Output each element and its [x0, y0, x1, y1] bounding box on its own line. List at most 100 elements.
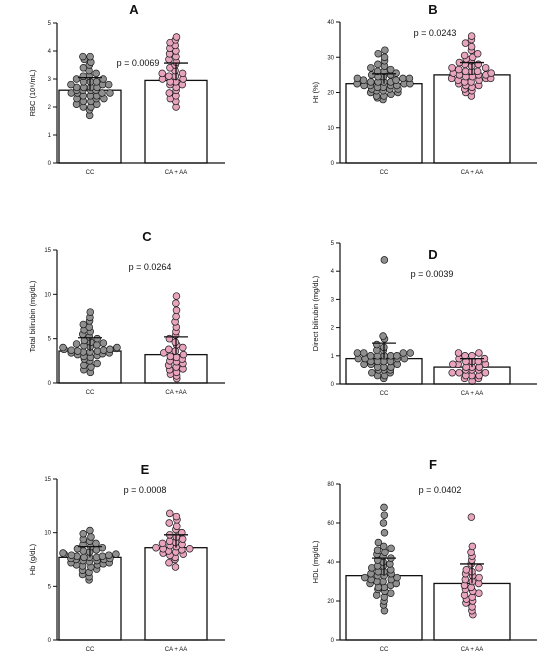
- data-point: [462, 566, 471, 574]
- y-tick-label: 60: [327, 521, 334, 527]
- data-point: [106, 345, 114, 354]
- data-point: [373, 340, 381, 349]
- x-tick-label: CA +AA: [165, 390, 186, 396]
- data-point: [87, 533, 95, 541]
- data-point: [79, 52, 87, 61]
- data-point: [467, 513, 476, 521]
- data-point: [455, 368, 463, 377]
- data-point: [72, 75, 81, 83]
- data-point: [179, 343, 187, 352]
- data-point: [448, 368, 456, 377]
- x-tick-label: CA + AA: [461, 647, 484, 653]
- data-point: [113, 343, 121, 352]
- data-point: [461, 39, 470, 47]
- data-point: [166, 352, 175, 361]
- data-point: [92, 78, 101, 86]
- data-point: [172, 33, 181, 41]
- data-point: [481, 64, 490, 72]
- y-axis-label: Direct bilirubin (mg/dL): [311, 275, 320, 351]
- data-point: [93, 334, 101, 343]
- panel-a: A 0 1 2 3 4 5 CC CA + AA RBC (10⁶/mL) p = 0.0069: [28, 2, 225, 176]
- y-tick-label: 5: [48, 337, 52, 343]
- data-point: [105, 551, 113, 559]
- data-point: [481, 368, 490, 377]
- data-point: [380, 53, 389, 61]
- y-axis-label: HDL (mg/dL): [311, 540, 320, 583]
- y-tick-label: 0: [48, 638, 52, 644]
- panel-letter: A: [129, 2, 139, 17]
- data-point: [152, 543, 160, 552]
- data-point: [460, 51, 469, 60]
- data-point: [172, 353, 181, 362]
- y-tick-label: 5: [48, 584, 52, 590]
- x-tick-label: CC: [380, 647, 389, 653]
- data-point: [380, 256, 389, 264]
- data-point: [468, 53, 477, 61]
- data-point: [475, 349, 483, 357]
- data-point: [449, 360, 457, 369]
- p-value-annotation: p = 0.0243: [414, 28, 457, 38]
- panel-f: F 0 20 40 60 80 CC CA + AA HDL (mg/dL) p = 0.0402: [311, 457, 537, 653]
- data-point: [160, 349, 168, 357]
- data-point: [165, 345, 173, 354]
- data-point: [399, 74, 407, 83]
- y-tick-label: 5: [331, 241, 335, 247]
- y-axis-label: Ht (%): [311, 81, 320, 103]
- data-point: [59, 549, 67, 557]
- data-point: [173, 522, 181, 530]
- data-point: [165, 537, 174, 546]
- data-point: [379, 519, 388, 527]
- y-tick-label: 10: [44, 292, 51, 298]
- data-point: [72, 340, 81, 348]
- data-point: [86, 526, 94, 535]
- data-point: [454, 349, 463, 357]
- panel-letter: D: [428, 247, 437, 262]
- panel-b: B 0 10 20 30 40 CC CA + AA Ht (%) p = 0.0243: [311, 2, 537, 176]
- data-point: [475, 589, 483, 597]
- panel-e: E 0 5 10 15 CC CA + AA Hb (g/dL) p = 0.0008: [28, 462, 225, 653]
- data-point: [406, 349, 414, 357]
- y-tick-label: 20: [327, 599, 334, 605]
- data-point: [393, 573, 401, 582]
- data-point: [79, 529, 87, 538]
- data-point: [379, 542, 388, 551]
- data-point: [165, 72, 173, 80]
- data-point: [86, 52, 94, 61]
- panel-letter: F: [429, 457, 437, 472]
- data-point: [172, 312, 180, 321]
- data-point: [99, 75, 107, 83]
- data-point: [59, 343, 67, 352]
- x-tick-label: CC: [380, 170, 389, 176]
- data-point: [99, 346, 108, 354]
- data-point: [399, 349, 408, 357]
- y-tick-label: 30: [327, 55, 334, 61]
- data-point: [374, 60, 382, 69]
- y-tick-label: 40: [327, 20, 334, 26]
- data-point: [386, 65, 395, 74]
- y-tick-label: 80: [327, 482, 334, 488]
- y-tick-label: 1: [48, 133, 52, 139]
- x-tick-label: CC: [86, 647, 95, 653]
- data-point: [380, 503, 388, 512]
- data-point: [171, 563, 180, 571]
- data-point: [178, 535, 187, 543]
- panel-letter: E: [141, 462, 150, 477]
- data-point: [104, 80, 113, 89]
- data-point: [379, 332, 387, 340]
- data-point: [67, 80, 75, 89]
- data-point: [172, 292, 181, 300]
- y-tick-label: 0: [48, 161, 52, 167]
- data-point: [98, 552, 107, 561]
- data-point: [475, 564, 483, 572]
- data-point: [387, 544, 395, 553]
- data-point: [79, 64, 88, 72]
- y-tick-label: 10: [44, 531, 51, 537]
- p-value-annotation: p = 0.0039: [411, 269, 454, 279]
- data-point: [473, 67, 482, 76]
- panel-letter: C: [142, 229, 152, 244]
- data-point: [475, 573, 483, 582]
- y-tick-label: 20: [327, 91, 334, 97]
- data-point: [455, 65, 463, 74]
- data-point: [80, 553, 88, 562]
- panel-c: C 0 5 10 15 CC CA +AA Total bilirubin (mg/dL) p …: [28, 229, 225, 396]
